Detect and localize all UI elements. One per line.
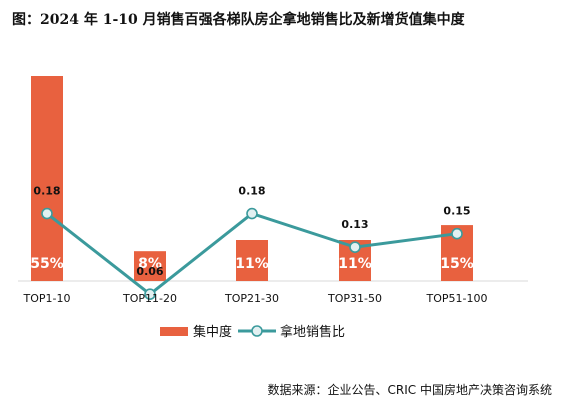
- x-tick-label: TOP21-30: [224, 292, 279, 305]
- bar-value-label: 11%: [338, 256, 372, 272]
- line-point: [451, 227, 463, 240]
- category-labels: TOP1-10 TOP11-20 TOP21-30 TOP31-50 TOP51-100: [23, 292, 488, 305]
- bar-top1-10: [31, 76, 63, 281]
- line-point: [144, 288, 156, 300]
- legend: 集中度 拿地销售比: [160, 324, 345, 340]
- x-tick-label: TOP31-50: [327, 292, 382, 305]
- line-value-label: 0.06: [136, 265, 163, 278]
- bar-value-label: 11%: [235, 256, 269, 272]
- line-value-label: 0.18: [33, 185, 60, 198]
- line-point: [246, 207, 258, 220]
- legend-line-label: 拿地销售比: [280, 324, 345, 340]
- bar-top11-20: [134, 251, 166, 281]
- line-value-label: 0.18: [238, 185, 265, 198]
- line-point: [349, 241, 361, 253]
- line-series: [41, 207, 463, 300]
- data-source: 数据来源：企业公告、CRIC 中国房地产决策咨询系统: [267, 383, 552, 397]
- legend-bar-swatch: [160, 327, 188, 336]
- bar-series: [31, 76, 473, 281]
- line-value-label: 0.15: [443, 205, 470, 218]
- chart-title: 图：2024 年 1-10 月销售百强各梯队房企拿地销售比及新增货值集中度: [12, 12, 465, 28]
- legend-bar-label: 集中度: [193, 324, 232, 340]
- x-tick-label: TOP1-10: [23, 292, 71, 305]
- line-point: [41, 207, 53, 220]
- bar-top21-30: [236, 240, 268, 281]
- bar-value-label: 55%: [30, 256, 64, 272]
- legend-line-marker: [251, 325, 263, 337]
- data-labels: 55% 8% 11% 11% 15% 0.18 0.06 0.18 0.13 0.15: [30, 185, 474, 279]
- x-tick-label: TOP11-20: [122, 292, 177, 305]
- line-value-label: 0.13: [341, 218, 368, 231]
- x-tick-label: TOP51-100: [426, 292, 488, 305]
- bar-value-label: 15%: [440, 256, 474, 272]
- bar-value-label: 8%: [138, 256, 162, 272]
